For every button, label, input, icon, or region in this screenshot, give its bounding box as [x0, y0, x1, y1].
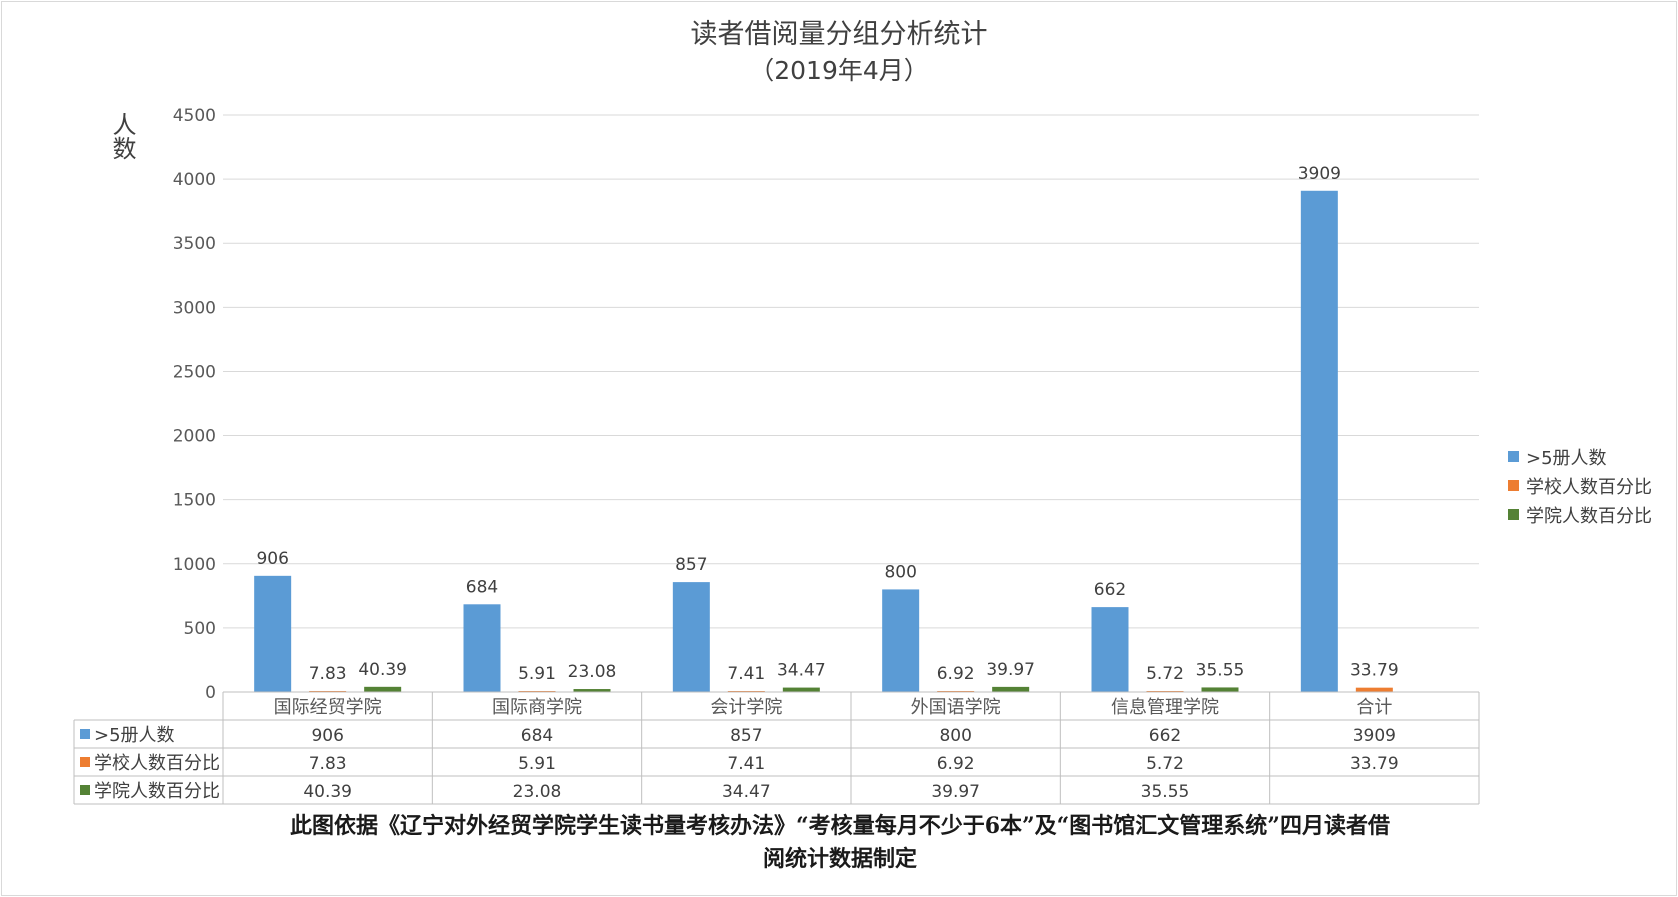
y-tick-label: 2000 [173, 427, 216, 447]
legend-label: >5册人数 [1526, 447, 1607, 469]
data-label: 40.39 [358, 660, 407, 680]
data-label: 35.55 [1196, 660, 1245, 680]
table-series-name: 学校人数百分比 [94, 753, 220, 774]
bar [782, 687, 820, 692]
data-label: 33.79 [1350, 661, 1399, 681]
table-cell-value: 35.55 [1141, 782, 1190, 802]
bar [254, 575, 292, 692]
table-series-name: 学院人数百分比 [94, 781, 220, 802]
y-tick-label: 3000 [173, 298, 216, 318]
table-cell-value: 7.41 [727, 754, 765, 774]
x-category-label: 国际经贸学院 [274, 697, 382, 718]
y-tick-label: 4500 [173, 106, 216, 126]
data-label: 906 [256, 549, 288, 569]
table-cell-value: 662 [1149, 726, 1181, 746]
legend-swatch [1508, 480, 1519, 491]
bar [882, 589, 920, 692]
chart-subtitle: （2019年4月） [749, 56, 929, 85]
table-cell-value: 5.72 [1146, 754, 1184, 774]
data-label: 800 [884, 562, 916, 582]
y-tick-label: 1500 [173, 491, 216, 511]
table-cell-value: 6.92 [937, 754, 975, 774]
chart-title: 读者借阅量分组分析统计 [690, 19, 988, 50]
data-label: 6.92 [937, 664, 975, 684]
y-axis-label: 人数 [108, 112, 136, 160]
legend-swatch [1508, 451, 1519, 462]
data-label: 34.47 [777, 661, 826, 681]
table-cell-value: 800 [939, 726, 971, 746]
bar [364, 686, 402, 692]
table-cell-value: 34.47 [722, 782, 771, 802]
y-tick-label: 0 [205, 683, 216, 703]
data-label: 5.72 [1146, 664, 1184, 684]
legend: >5册人数学校人数百分比 学院人数百分比 [1508, 442, 1652, 529]
data-label: 662 [1094, 580, 1126, 600]
table-cell-value: 33.79 [1350, 754, 1399, 774]
bar [672, 582, 710, 692]
legend-item: 学校人数百分比 [1508, 471, 1652, 500]
x-category-label: 外国语学院 [911, 697, 1001, 718]
caption-line-2: 阅统计数据制定 [762, 846, 917, 872]
data-label: 3909 [1298, 164, 1341, 184]
x-category-label: 合计 [1356, 697, 1392, 718]
y-tick-label: 2500 [173, 362, 216, 382]
table-cell-value: 5.91 [518, 754, 556, 774]
caption-line-1: 此图依据《辽宁对外经贸学院学生读书量考核办法》“考核量每月不少于6本”及“图书馆… [290, 813, 1390, 839]
chart-caption: 此图依据《辽宁对外经贸学院学生读书量考核办法》“考核量每月不少于6本”及“图书馆… [150, 810, 1530, 876]
x-category-label: 会计学院 [710, 697, 782, 718]
y-tick-label: 1000 [173, 555, 216, 575]
table-series-name: >5册人数 [94, 725, 175, 746]
legend-item: >5册人数 [1508, 442, 1652, 471]
bar [463, 604, 501, 692]
y-tick-label: 3500 [173, 234, 216, 254]
data-label: 857 [675, 555, 707, 575]
bar [1201, 687, 1239, 692]
table-cell-value: 7.83 [309, 754, 347, 774]
table-cell-value: 906 [311, 726, 343, 746]
data-label: 7.41 [727, 664, 765, 684]
table-legend-swatch [80, 757, 90, 767]
x-category-label: 信息管理学院 [1111, 697, 1219, 718]
table-legend-swatch [80, 785, 90, 795]
table-cell-value: 23.08 [513, 782, 562, 802]
table-cell-value: 857 [730, 726, 762, 746]
bar [1091, 607, 1129, 692]
bar [1355, 687, 1393, 692]
data-label: 7.83 [309, 664, 347, 684]
data-label: 23.08 [568, 662, 617, 682]
table-cell-value: 684 [521, 726, 553, 746]
data-label: 5.91 [518, 664, 556, 684]
bar [1300, 190, 1338, 692]
table-legend-swatch [80, 729, 90, 739]
y-tick-label: 4000 [173, 170, 216, 190]
bar [309, 690, 347, 692]
legend-label: 学校人数百分比 [1526, 476, 1652, 498]
data-label: 684 [466, 577, 498, 597]
legend-label: 学院人数百分比 [1526, 505, 1652, 527]
legend-swatch [1508, 509, 1519, 520]
data-label: 39.97 [986, 660, 1035, 680]
table-cell-value: 3909 [1353, 726, 1396, 746]
chart-title-block: 读者借阅量分组分析统计 （2019年4月） [0, 16, 1678, 88]
y-tick-label: 500 [184, 619, 216, 639]
bar [992, 686, 1030, 692]
x-category-label: 国际商学院 [492, 697, 582, 718]
table-cell-value: 40.39 [303, 782, 352, 802]
legend-item: 学院人数百分比 [1508, 500, 1652, 529]
table-cell-value: 39.97 [931, 782, 980, 802]
bar [573, 689, 611, 692]
